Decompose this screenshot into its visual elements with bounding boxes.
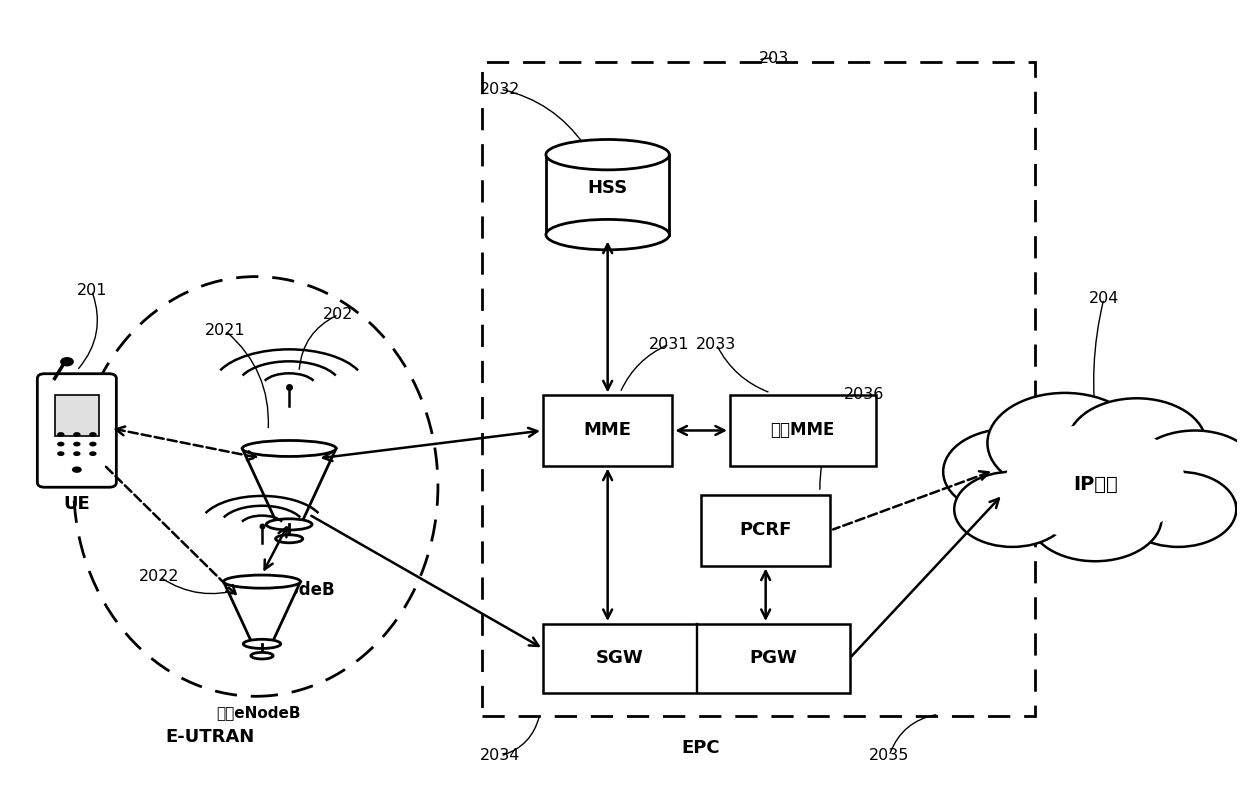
Circle shape <box>61 357 73 365</box>
Text: PCRF: PCRF <box>739 522 792 539</box>
Text: SGW: SGW <box>596 650 644 667</box>
Text: 其它eNodeB: 其它eNodeB <box>216 705 300 720</box>
Circle shape <box>1120 472 1236 547</box>
Circle shape <box>89 432 97 437</box>
FancyBboxPatch shape <box>37 374 117 487</box>
Circle shape <box>1131 431 1240 513</box>
Circle shape <box>73 442 81 447</box>
Polygon shape <box>242 448 336 524</box>
Ellipse shape <box>546 220 670 250</box>
Circle shape <box>57 442 64 447</box>
Text: eNodeB: eNodeB <box>263 581 335 600</box>
Text: 202: 202 <box>324 307 353 322</box>
Text: 2033: 2033 <box>696 336 737 352</box>
Text: IP业务: IP业务 <box>1073 474 1117 493</box>
Circle shape <box>1006 424 1185 541</box>
Text: MME: MME <box>584 422 631 440</box>
Circle shape <box>1029 475 1162 561</box>
Polygon shape <box>223 582 300 644</box>
Circle shape <box>73 432 81 437</box>
Circle shape <box>73 452 81 456</box>
Text: HSS: HSS <box>588 180 627 197</box>
Ellipse shape <box>267 518 312 530</box>
Circle shape <box>1068 398 1205 488</box>
FancyBboxPatch shape <box>482 62 1034 716</box>
Circle shape <box>987 393 1142 493</box>
Text: 204: 204 <box>1089 291 1118 306</box>
Text: 2034: 2034 <box>480 749 521 763</box>
Circle shape <box>72 466 82 473</box>
Text: PGW: PGW <box>749 650 797 667</box>
Circle shape <box>57 452 64 456</box>
Circle shape <box>944 429 1076 514</box>
Circle shape <box>89 452 97 456</box>
Text: 2021: 2021 <box>205 323 246 338</box>
Text: 203: 203 <box>759 52 790 66</box>
FancyBboxPatch shape <box>543 395 672 465</box>
Ellipse shape <box>242 440 336 456</box>
Circle shape <box>89 442 97 447</box>
Text: 2035: 2035 <box>869 749 909 763</box>
Ellipse shape <box>243 639 280 649</box>
Ellipse shape <box>223 575 300 588</box>
Circle shape <box>955 472 1070 547</box>
Text: 2036: 2036 <box>844 387 884 402</box>
Text: 其它MME: 其它MME <box>770 422 835 440</box>
Ellipse shape <box>250 652 273 659</box>
Circle shape <box>57 432 64 437</box>
FancyBboxPatch shape <box>543 624 849 692</box>
Text: 2031: 2031 <box>649 336 689 352</box>
Text: 201: 201 <box>77 283 107 298</box>
Ellipse shape <box>546 139 670 170</box>
Ellipse shape <box>275 535 303 543</box>
Text: UE: UE <box>63 495 91 513</box>
FancyBboxPatch shape <box>546 155 670 234</box>
FancyBboxPatch shape <box>55 394 99 436</box>
FancyBboxPatch shape <box>730 395 875 465</box>
Text: EPC: EPC <box>681 739 719 757</box>
Text: 2022: 2022 <box>139 569 180 584</box>
Text: E-UTRAN: E-UTRAN <box>165 728 254 745</box>
Text: 2032: 2032 <box>480 81 521 97</box>
FancyBboxPatch shape <box>701 495 831 566</box>
